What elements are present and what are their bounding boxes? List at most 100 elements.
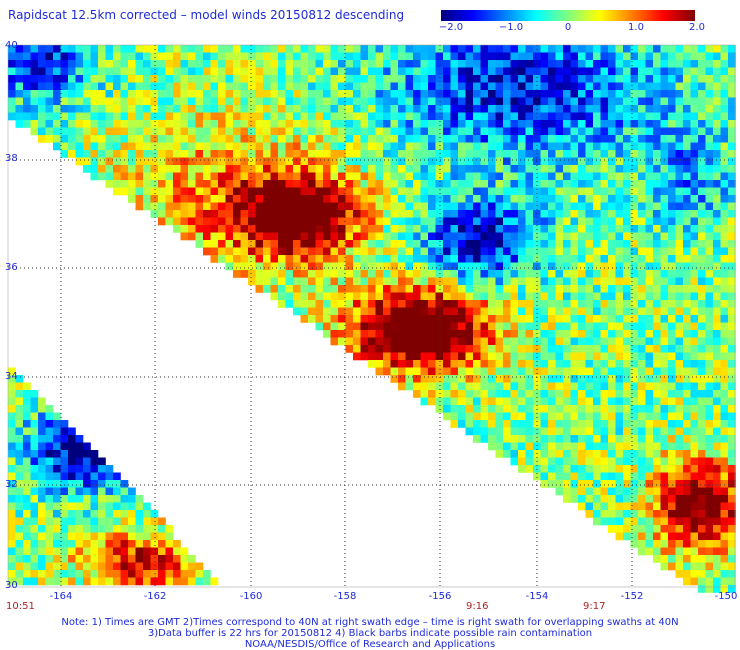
wind-cell <box>315 210 324 218</box>
wind-cell <box>263 52 271 61</box>
wind-cell <box>315 150 324 158</box>
wind-cell <box>368 330 376 338</box>
wind-cell <box>15 442 24 451</box>
wind-cell <box>705 562 714 571</box>
wind-cell <box>608 247 616 256</box>
wind-cell <box>675 150 684 158</box>
wind-cell <box>173 210 181 218</box>
wind-cell <box>488 322 496 331</box>
wind-cell <box>480 255 489 263</box>
wind-cell <box>698 187 706 196</box>
wind-cell <box>563 120 571 128</box>
wind-cell <box>345 322 354 331</box>
wind-cell <box>578 442 586 451</box>
wind-cell <box>563 427 571 436</box>
wind-cell <box>450 285 459 293</box>
wind-cell <box>638 390 646 398</box>
wind-cell <box>615 165 624 173</box>
wind-cell <box>533 67 541 76</box>
wind-cell <box>113 172 121 181</box>
wind-cell <box>165 577 174 586</box>
wind-cell <box>480 285 489 293</box>
wind-cell <box>30 450 39 458</box>
wind-cell <box>630 540 639 548</box>
wind-cell <box>173 97 181 106</box>
wind-cell <box>465 330 474 338</box>
wind-cell <box>420 345 429 353</box>
wind-cell <box>75 570 84 578</box>
wind-cell <box>540 142 549 151</box>
wind-cell <box>368 240 376 248</box>
wind-cell <box>300 52 309 61</box>
wind-cell <box>105 172 114 181</box>
wind-cell <box>405 82 414 91</box>
wind-cell <box>83 157 91 166</box>
wind-cell <box>668 555 676 563</box>
wind-cell <box>150 570 159 578</box>
wind-cell <box>600 487 609 496</box>
wind-cell <box>630 255 639 263</box>
wind-cell <box>540 202 549 211</box>
wind-cell <box>135 555 144 563</box>
wind-cell <box>728 217 736 226</box>
wind-cell <box>188 90 196 98</box>
wind-cell <box>338 247 346 256</box>
wind-cell <box>623 532 631 541</box>
wind-cell <box>150 532 159 541</box>
wind-cell <box>390 322 399 331</box>
wind-cell <box>128 60 136 68</box>
wind-cell <box>225 52 234 61</box>
wind-cell <box>45 502 54 511</box>
wind-cell <box>600 495 609 503</box>
wind-cell <box>473 217 481 226</box>
wind-cell <box>713 562 721 571</box>
wind-cell <box>308 105 316 113</box>
wind-cell <box>593 277 601 286</box>
wind-cell <box>585 67 594 76</box>
wind-cell <box>563 270 571 278</box>
wind-cell <box>120 547 129 556</box>
wind-cell <box>165 60 174 68</box>
wind-cell <box>690 285 699 293</box>
wind-cell <box>8 510 16 518</box>
wind-cell <box>83 465 91 473</box>
wind-cell <box>75 480 84 488</box>
wind-cell <box>420 90 429 98</box>
wind-cell <box>345 135 354 143</box>
wind-cell <box>225 45 234 53</box>
wind-cell <box>173 90 181 98</box>
wind-cell <box>83 472 91 481</box>
wind-cell <box>480 247 489 256</box>
wind-cell <box>38 75 46 83</box>
wind-cell <box>495 427 504 436</box>
wind-cell <box>473 270 481 278</box>
wind-cell <box>593 120 601 128</box>
wind-cell <box>638 502 646 511</box>
wind-cell <box>533 180 541 188</box>
wind-cell <box>465 427 474 436</box>
wind-cell <box>495 120 504 128</box>
wind-cell <box>660 240 669 248</box>
wind-cell <box>308 210 316 218</box>
wind-cell <box>683 382 691 391</box>
wind-cell <box>128 135 136 143</box>
wind-cell <box>638 180 646 188</box>
wind-cell <box>458 172 466 181</box>
wind-cell <box>173 217 181 226</box>
wind-cell <box>690 75 699 83</box>
wind-cell <box>600 450 609 458</box>
wind-cell <box>473 382 481 391</box>
wind-cell <box>443 165 451 173</box>
wind-cell <box>345 292 354 301</box>
wind-cell <box>653 397 661 406</box>
wind-cell <box>630 67 639 76</box>
wind-cell <box>698 202 706 211</box>
wind-cell <box>563 262 571 271</box>
wind-cell <box>233 172 241 181</box>
wind-cell <box>158 60 166 68</box>
wind-cell <box>413 112 421 121</box>
wind-cell <box>113 472 121 481</box>
wind-cell <box>68 105 76 113</box>
wind-cell <box>623 127 631 136</box>
wind-cell <box>720 270 729 278</box>
